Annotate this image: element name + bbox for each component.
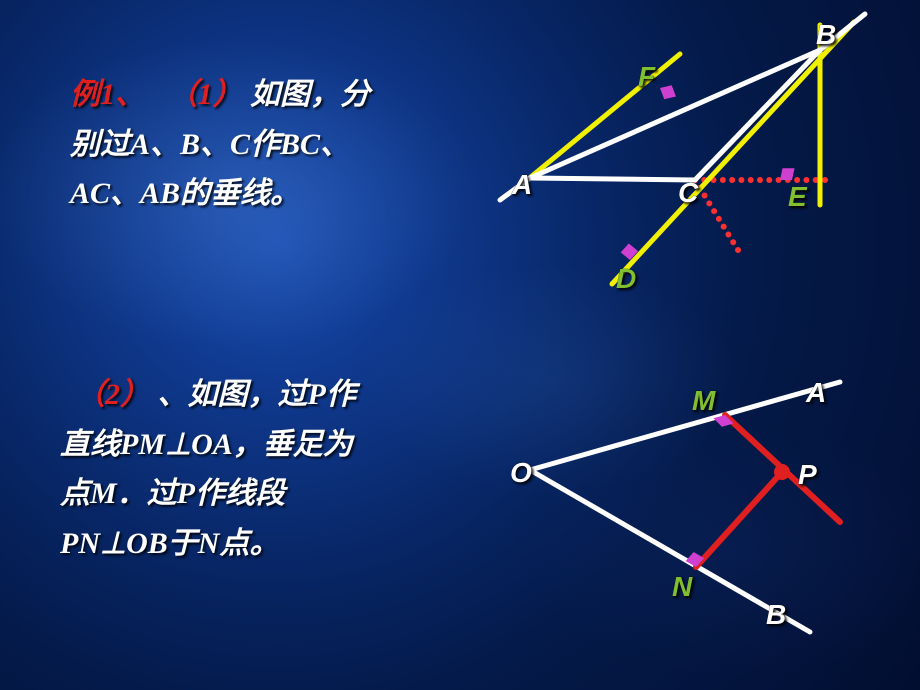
problem2-line2: 直线PM⊥OA，垂足为 <box>60 428 353 461</box>
svg-text:E: E <box>788 181 808 212</box>
problem2-text: （2） 、如图，过P作 直线PM⊥OA，垂足为 点M．过P作线段 PN⊥OB于N… <box>60 370 500 568</box>
problem1-prefix: 例1、 <box>70 78 145 111</box>
svg-text:M: M <box>692 385 716 416</box>
svg-text:N: N <box>672 571 693 602</box>
svg-text:C: C <box>678 177 699 208</box>
svg-text:B: B <box>816 19 836 50</box>
svg-text:B: B <box>766 599 786 630</box>
diagram-2: O A B P M N <box>510 360 890 660</box>
svg-text:O: O <box>510 457 532 488</box>
problem1-text: 例1、 （1） 如图，分 别过A、B、C作BC、 AC、AB的垂线。 <box>70 70 500 219</box>
svg-text:A: A <box>511 169 532 200</box>
problem2-line3: 点M．过P作线段 <box>60 477 285 510</box>
problem2-num: （2） <box>75 378 150 411</box>
slide: 例1、 （1） 如图，分 别过A、B、C作BC、 AC、AB的垂线。 （2） 、… <box>0 0 920 690</box>
svg-text:D: D <box>616 263 636 294</box>
problem2-line1: 、如图，过P作 <box>158 378 356 411</box>
svg-text:A: A <box>805 377 826 408</box>
problem1-line3: AC、AB的垂线。 <box>70 177 300 210</box>
svg-text:P: P <box>798 459 817 490</box>
problem2-line4: PN⊥OB于N点。 <box>60 527 279 560</box>
problem1-line2: 别过A、B、C作BC、 <box>70 128 350 161</box>
problem1-num: （1） <box>168 78 243 111</box>
problem1-line1: 如图，分 <box>250 78 370 111</box>
diagram-1: A B C D E F <box>500 20 880 310</box>
svg-text:F: F <box>638 61 656 92</box>
